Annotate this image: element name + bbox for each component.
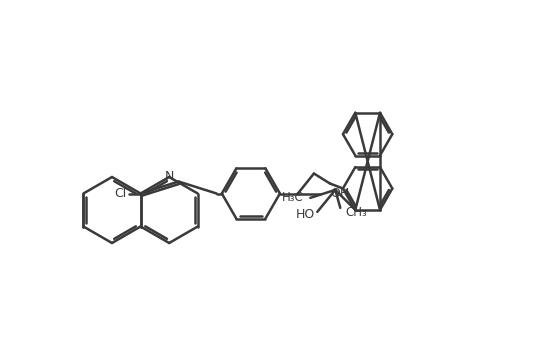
Text: H₃C: H₃C [282,191,303,204]
Text: HO: HO [296,208,315,221]
Text: N: N [165,171,174,184]
Text: OH: OH [330,187,349,200]
Text: CH₃: CH₃ [345,206,367,219]
Text: Cl: Cl [114,187,127,200]
